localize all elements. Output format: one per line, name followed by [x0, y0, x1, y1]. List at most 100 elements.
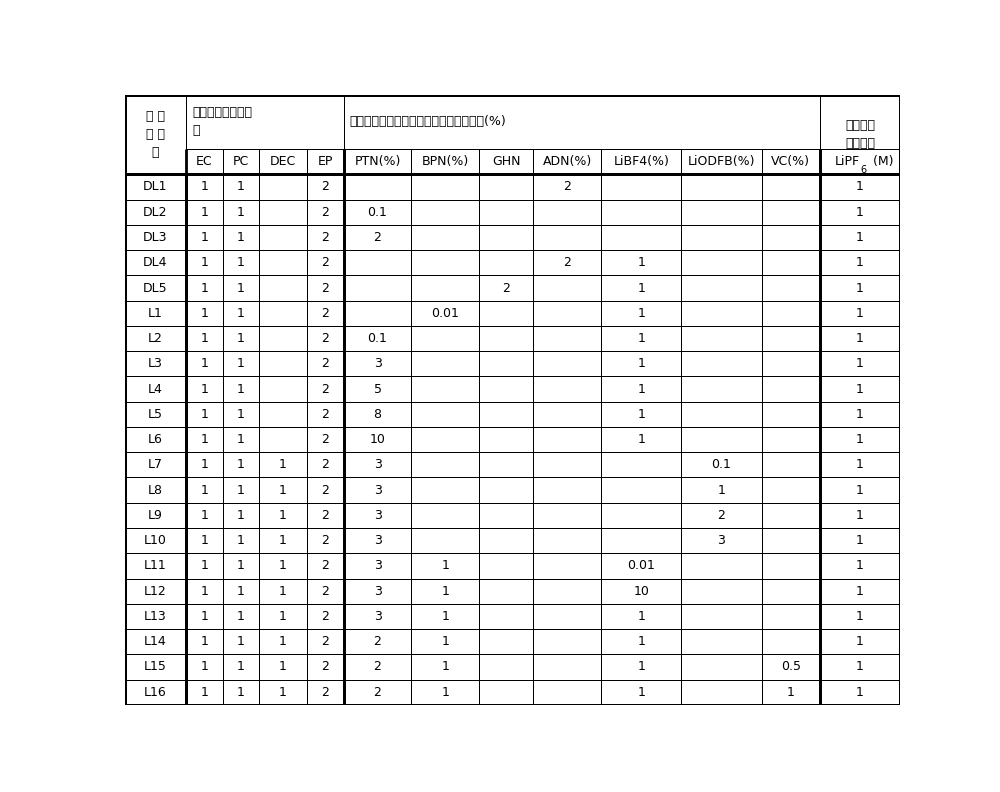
- Text: 1: 1: [200, 206, 208, 219]
- Text: 2: 2: [374, 661, 381, 673]
- Text: 2: 2: [321, 332, 329, 345]
- Bar: [223, 452, 259, 478]
- Text: 0.01: 0.01: [627, 559, 655, 573]
- Bar: [762, 326, 820, 351]
- Text: 1: 1: [200, 534, 208, 547]
- Bar: [601, 503, 681, 528]
- Text: LiODFB(%): LiODFB(%): [688, 155, 755, 168]
- Text: (M): (M): [869, 155, 894, 168]
- Bar: [601, 427, 681, 452]
- Bar: [479, 452, 533, 478]
- Bar: [533, 680, 601, 705]
- Bar: [223, 427, 259, 452]
- Text: 1: 1: [856, 181, 864, 193]
- Bar: [307, 174, 344, 200]
- Bar: [223, 402, 259, 427]
- Text: 1: 1: [856, 686, 864, 699]
- Text: 2: 2: [321, 610, 329, 623]
- Bar: [344, 528, 411, 554]
- Text: PTN(%): PTN(%): [354, 155, 401, 168]
- Text: 1: 1: [856, 383, 864, 395]
- Bar: [186, 680, 223, 705]
- Bar: [307, 376, 344, 402]
- Bar: [259, 376, 307, 402]
- Text: 1: 1: [637, 307, 645, 320]
- Text: 1: 1: [856, 635, 864, 648]
- Text: 1: 1: [279, 534, 287, 547]
- Text: 1: 1: [200, 181, 208, 193]
- Bar: [186, 427, 223, 452]
- Bar: [820, 149, 900, 174]
- Bar: [533, 250, 601, 276]
- Bar: [601, 174, 681, 200]
- Text: L1: L1: [148, 307, 163, 320]
- Text: 1: 1: [237, 332, 245, 345]
- Bar: [601, 250, 681, 276]
- Text: DL3: DL3: [143, 231, 168, 244]
- Bar: [411, 578, 479, 604]
- Bar: [601, 225, 681, 250]
- Bar: [411, 174, 479, 200]
- Bar: [601, 478, 681, 503]
- Bar: [125, 578, 186, 604]
- Text: DL2: DL2: [143, 206, 168, 219]
- Bar: [307, 554, 344, 578]
- Bar: [681, 629, 762, 654]
- Bar: [344, 276, 411, 301]
- Bar: [820, 427, 900, 452]
- Text: 1: 1: [237, 383, 245, 395]
- Bar: [762, 528, 820, 554]
- Bar: [186, 95, 344, 149]
- Bar: [762, 680, 820, 705]
- Text: 2: 2: [321, 408, 329, 421]
- Text: 1: 1: [237, 509, 245, 522]
- Text: VC(%): VC(%): [771, 155, 810, 168]
- Text: 1: 1: [279, 661, 287, 673]
- Bar: [186, 351, 223, 376]
- Bar: [479, 629, 533, 654]
- Bar: [411, 149, 479, 174]
- Text: 1: 1: [637, 408, 645, 421]
- Text: 2: 2: [321, 484, 329, 497]
- Bar: [762, 301, 820, 326]
- Text: 1: 1: [237, 635, 245, 648]
- Bar: [186, 629, 223, 654]
- Bar: [820, 95, 900, 174]
- Bar: [125, 629, 186, 654]
- Bar: [125, 554, 186, 578]
- Bar: [186, 554, 223, 578]
- Bar: [307, 351, 344, 376]
- Bar: [223, 528, 259, 554]
- Bar: [479, 402, 533, 427]
- Text: 1: 1: [237, 408, 245, 421]
- Bar: [307, 528, 344, 554]
- Bar: [223, 376, 259, 402]
- Text: 1: 1: [856, 307, 864, 320]
- Text: ADN(%): ADN(%): [543, 155, 592, 168]
- Bar: [186, 376, 223, 402]
- Bar: [762, 503, 820, 528]
- Bar: [681, 250, 762, 276]
- Bar: [307, 503, 344, 528]
- Text: 1: 1: [637, 332, 645, 345]
- Text: 1: 1: [637, 257, 645, 269]
- Text: 1: 1: [637, 661, 645, 673]
- Bar: [601, 452, 681, 478]
- Text: 2: 2: [321, 281, 329, 295]
- Bar: [762, 402, 820, 427]
- Bar: [533, 452, 601, 478]
- Text: 1: 1: [279, 610, 287, 623]
- Text: L8: L8: [148, 484, 163, 497]
- Text: 2: 2: [321, 534, 329, 547]
- Text: 1: 1: [637, 610, 645, 623]
- Bar: [601, 276, 681, 301]
- Bar: [125, 680, 186, 705]
- Bar: [125, 452, 186, 478]
- Bar: [259, 578, 307, 604]
- Bar: [601, 629, 681, 654]
- Bar: [259, 528, 307, 554]
- Bar: [601, 680, 681, 705]
- Bar: [186, 326, 223, 351]
- Text: 2: 2: [374, 686, 381, 699]
- Bar: [259, 276, 307, 301]
